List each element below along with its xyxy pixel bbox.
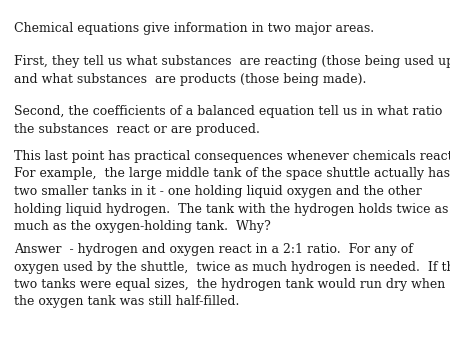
Text: This last point has practical consequences whenever chemicals react.
For example: This last point has practical consequenc… [14, 150, 450, 233]
Text: Chemical equations give information in two major areas.: Chemical equations give information in t… [14, 22, 374, 35]
Text: Answer  - hydrogen and oxygen react in a 2:1 ratio.  For any of
oxygen used by t: Answer - hydrogen and oxygen react in a … [14, 243, 450, 309]
Text: Second, the coefficients of a balanced equation tell us in what ratio
the substa: Second, the coefficients of a balanced e… [14, 105, 442, 136]
Text: First, they tell us what substances  are reacting (those being used up)
and what: First, they tell us what substances are … [14, 55, 450, 86]
